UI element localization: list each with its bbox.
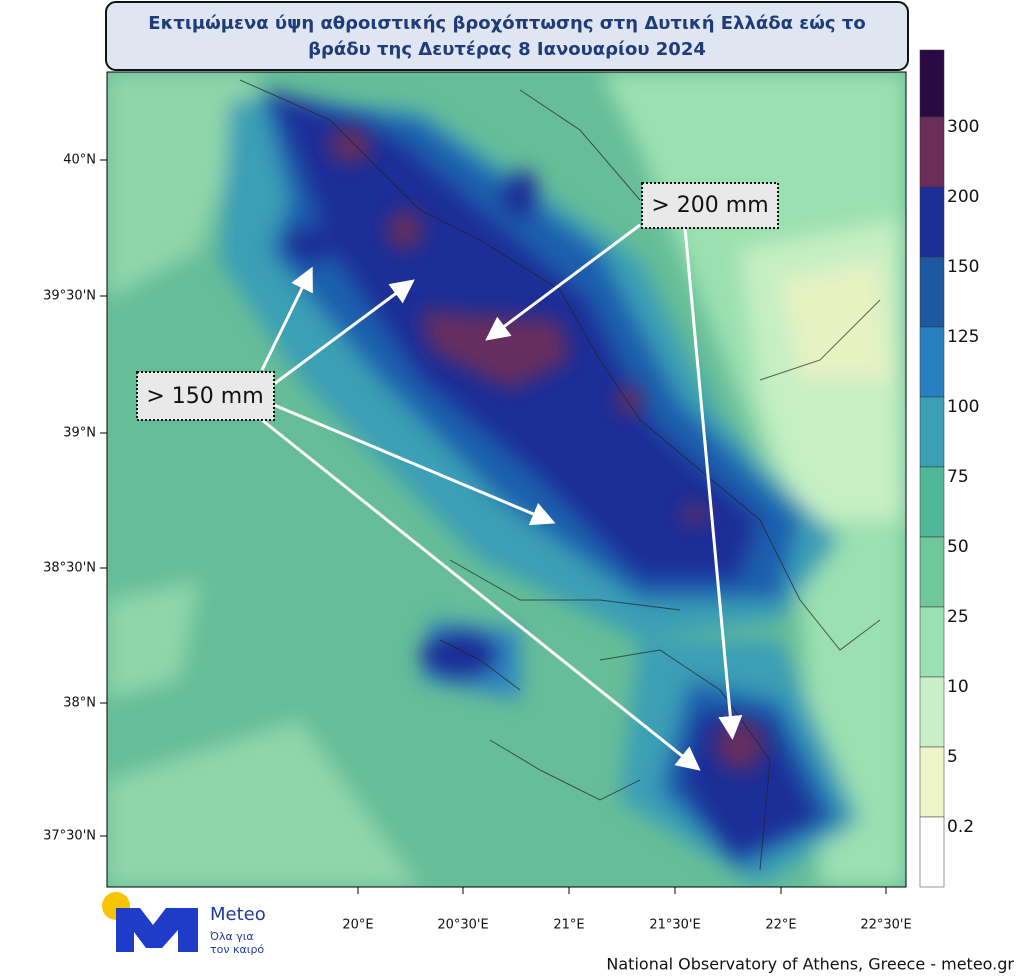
lat-label: 37°30'N (43, 829, 96, 844)
lon-label: 22°30'E (860, 918, 911, 933)
logo-name: Meteo (210, 904, 266, 925)
logo-tagline: τον καιρό (210, 943, 264, 956)
colorbar-label: 200 (947, 187, 979, 207)
colorbar-label: 150 (947, 257, 979, 277)
colorbar-label: 10 (947, 677, 969, 697)
lat-label: 38°N (63, 696, 96, 711)
logo-mark (116, 908, 198, 952)
colorbar-label: 300 (947, 117, 979, 137)
lon-label: 21°30'E (649, 918, 700, 933)
lat-label: 39°N (63, 426, 96, 441)
lat-label: 40°N (63, 153, 96, 168)
credit: National Observatory of Athens, Greece -… (606, 955, 1014, 974)
lon-label: 20°30'E (437, 918, 488, 933)
axes: 40°N 39°30'N 39°N 38°30'N 38°N 37°30'N 20°E 20°… (43, 153, 912, 933)
colorbar-label: 5 (947, 747, 958, 767)
annotation-arrows (260, 223, 743, 771)
colorbar-label: 50 (947, 537, 969, 557)
colorbar-label: 75 (947, 467, 969, 487)
logo-tagline: Όλα για (209, 930, 254, 943)
annotation-box (641, 182, 779, 229)
lon-label: 21°E (553, 918, 584, 933)
colorbar (919, 49, 945, 888)
lat-label: 38°30'N (43, 561, 96, 576)
rain-map (107, 72, 906, 887)
colorbar-label: 125 (947, 327, 979, 347)
colorbar-label: 0.2 (947, 817, 974, 837)
title: βράδυ της Δευτέρας 8 Ιανουαρίου 2024 (308, 39, 706, 60)
title-box (105, 1, 909, 71)
title: Εκτιμώμενα ύψη αθροιστικής βροχόπτωσης σ… (148, 13, 865, 34)
annotation: > 200 mm (651, 193, 768, 218)
colorbar-label: 25 (947, 607, 969, 627)
annotation-box (136, 371, 275, 421)
colorbar-labels: 300 200 150 125 100 75 50 25 10 5 0.2 (947, 117, 979, 837)
lon-label: 22°E (765, 918, 796, 933)
colorbar-label: 100 (947, 397, 979, 417)
lat-label: 39°30'N (43, 289, 96, 304)
lon-label: 20°E (342, 918, 373, 933)
annotation: > 150 mm (146, 384, 263, 409)
